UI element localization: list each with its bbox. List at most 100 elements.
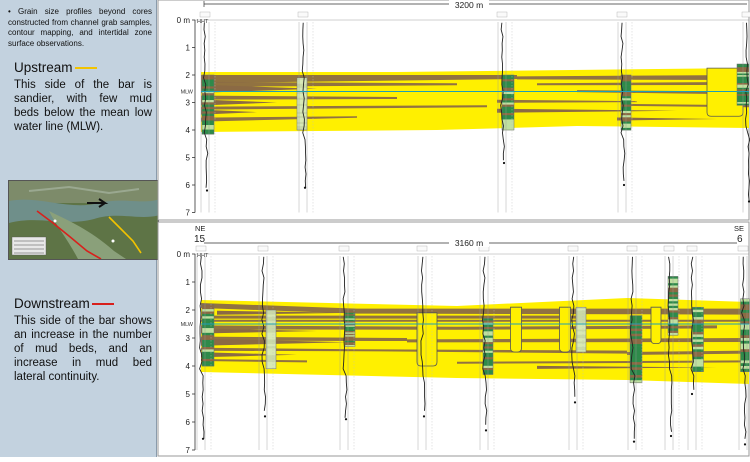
upper-core-segment [297,81,307,85]
lower-grain-profile [741,256,747,439]
upper-mud-wedge [201,84,317,93]
upper-grain-profile [620,22,626,181]
lower-core-segment [740,329,750,333]
lower-core-segment [692,329,704,333]
lower-profile-end [484,429,488,432]
upper-grain-profile [301,22,307,188]
lower-core-segment [266,334,276,338]
upper-mud-bed [537,81,749,86]
lower-core-segment [576,308,586,311]
upper-core-segment [502,110,514,114]
lower-core-segment [266,348,276,352]
lower-well-tag [626,245,638,252]
upper-mud-wedge [201,99,277,106]
lower-core-segment [345,329,355,332]
lower-mud-bed [201,336,407,341]
upper-core-segment [502,77,514,80]
lower-grain-profile [261,256,266,411]
upper-well-tag [496,11,508,18]
lower-core-segment [345,324,355,326]
lower-core-segment [266,323,276,327]
lower-core-segment [576,312,586,315]
lower-core-segment [576,341,586,344]
lower-core-segment [576,327,586,330]
lower-core-segment [740,340,750,344]
lower-well-tag [416,245,428,252]
upper-core-segment [502,81,514,84]
upper-core-segment [502,100,514,103]
lower-profile-end [632,440,636,443]
lower-channel-fill [650,306,662,344]
lower-mud-wedge [217,310,357,315]
lower-core-segment [202,347,214,350]
lower-core-segment [692,307,704,310]
lower-core-segment [692,354,704,358]
lower-core-segment [345,310,355,312]
location-map-thumbnail [8,180,159,260]
upper-core-segment [202,95,214,99]
lower-core-segment [692,351,704,355]
upper-core-segment [502,75,514,78]
downstream-heading: Downstream [14,296,114,311]
upper-core-segment [202,86,214,89]
upper-mud-wedge [497,108,677,113]
lower-core-segment [202,306,214,310]
upper-well-tag [199,11,211,18]
lower-core-segment [345,315,355,318]
lower-core-segment [266,321,276,324]
lower-profile-end [344,418,348,421]
upper-profile-end [205,189,209,192]
lower-core-segment [576,329,586,332]
lower-mud-bed [201,303,357,314]
upper-depth-label: 6 [186,181,191,190]
upper-core-segment [502,108,514,112]
upper-profile-end [747,200,750,203]
lower-core-segment [692,314,704,318]
lower-profile-end [743,443,747,446]
lower-core-segment [345,345,355,347]
lower-core-segment [740,349,750,353]
lower-channel-fill [416,312,438,367]
lower-core-segment [740,352,750,356]
lower-core-segment [345,319,355,322]
lower-grain-profile [420,256,426,411]
lower-core-segment [692,356,704,360]
upper-core-segment [297,123,307,127]
upper-mud-bed [201,116,357,122]
lower-core-segment [740,343,750,347]
lower-core-segment [740,332,750,336]
lower-core-segment [576,339,586,342]
lower-core-segment [202,309,214,312]
lower-core-segment [576,315,586,318]
lower-core-segment [576,333,586,336]
lower-mud-wedge [201,352,297,358]
upstream-legend-line [74,67,97,70]
upper-core-segment [202,118,214,121]
upper-core-segment [202,109,214,112]
lower-mud-bed [457,360,749,364]
lower-core-segment [345,311,355,314]
upper-core-segment [202,120,214,124]
lower-core-segment [740,301,750,305]
lower-core-segment [202,335,214,338]
upper-core-segment [202,90,214,94]
lower-mud-bed [201,347,357,352]
upper-core-segment [502,87,514,91]
upper-profile-end [303,186,307,189]
upper-core-segment [297,107,307,111]
lower-core-outline [692,306,704,372]
upstream-heading: Upstream [14,60,97,75]
lower-core-segment [266,330,276,333]
lower-mud-wedge [537,365,717,369]
lower-core-segment [266,332,276,336]
upper-core-segment [297,93,307,97]
lower-hht-label: HHT [197,253,209,259]
lower-core-segment [345,339,355,342]
upper-core-segment [502,104,514,108]
lower-profile-end [669,434,673,438]
lower-well-tag [663,245,675,252]
satellite-map [9,181,158,259]
lower-core-segment [202,354,214,357]
upper-mlw-label: MLW [181,90,194,96]
upper-core-segment [202,115,214,119]
